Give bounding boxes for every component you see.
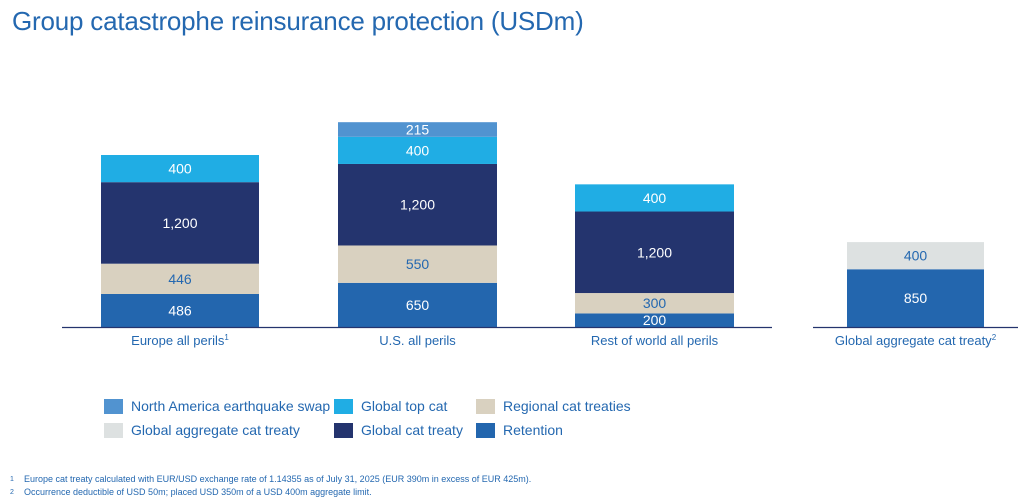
bar-segment (338, 136, 497, 164)
legend-label: Global cat treaty (361, 422, 463, 438)
footnotes: 1 Europe cat treaty calculated with EUR/U… (10, 473, 531, 499)
footnote-number: 2 (10, 489, 14, 496)
legend-item: Global top cat (334, 397, 476, 415)
footnote: 2 Occurrence deductible of USD 50m; place… (10, 486, 531, 499)
footnote-text: Occurrence deductible of USD 50m; placed… (24, 487, 372, 497)
bar-segment (101, 182, 259, 264)
bar-segment (338, 163, 497, 246)
data-label: 850 (904, 290, 928, 306)
bar-segment (847, 269, 984, 327)
category-label: U.S. all perils (379, 333, 456, 348)
data-label: 650 (406, 297, 430, 313)
legend-item: North America earthquake swap (104, 397, 334, 415)
legend-swatch (334, 398, 353, 414)
legend-label: Global top cat (361, 398, 448, 414)
legend-label: Global aggregate cat treaty (131, 422, 300, 438)
bar-segment (101, 293, 259, 327)
footnote-text: Europe cat treaty calculated with EUR/US… (24, 474, 532, 484)
bar-segment (575, 293, 734, 314)
data-label: 400 (406, 142, 430, 158)
legend-swatch (104, 422, 123, 438)
legend-item: Regional cat treaties (476, 397, 676, 415)
bar-segment (575, 313, 734, 327)
legend-item: Global cat treaty (334, 421, 476, 439)
data-label: 400 (643, 190, 667, 206)
category-label: Europe all perils1 (131, 333, 229, 348)
footnote-marker: 1 (224, 333, 229, 342)
data-label: 200 (643, 312, 667, 328)
data-label: 400 (168, 161, 192, 177)
category-label: Global aggregate cat treaty2 (835, 333, 997, 348)
bar-segment (575, 184, 734, 212)
data-label: 486 (168, 302, 192, 318)
bar-segment (101, 263, 259, 294)
bar-segment (575, 211, 734, 294)
legend-swatch (476, 422, 495, 438)
footnote: 1 Europe cat treaty calculated with EUR/U… (10, 473, 531, 486)
bar-segment (338, 245, 497, 283)
legend-label: Regional cat treaties (503, 398, 631, 414)
legend-swatch (104, 398, 123, 414)
legend-item: Retention (476, 421, 676, 439)
stacked-bar-chart: 486 446 1,200 400 Europe all perils1 650 550 1,… (62, 121, 1018, 348)
bar-segment (101, 155, 259, 183)
chart-title: Group catastrophe reinsurance protection… (12, 6, 584, 36)
data-label: 1,200 (162, 215, 197, 231)
legend-swatch (334, 422, 353, 438)
data-label: 550 (406, 256, 430, 272)
legend-item: Global aggregate cat treaty (104, 421, 334, 439)
data-label: 446 (168, 271, 192, 287)
bar-segment (847, 242, 984, 270)
legend-label: North America earthquake swap (131, 398, 331, 414)
legend-swatch (476, 398, 495, 414)
data-label: 215 (406, 121, 430, 137)
data-label: 300 (643, 295, 667, 311)
footnote-marker: 2 (992, 333, 997, 342)
footnote-number: 1 (10, 476, 14, 483)
legend: North America earthquake swap Global top… (104, 397, 676, 439)
data-label: 1,200 (637, 244, 672, 260)
data-label: 1,200 (400, 197, 435, 213)
legend-label: Retention (503, 422, 563, 438)
data-label: 400 (904, 248, 928, 264)
bar-segment (338, 122, 497, 137)
category-label: Rest of world all perils (591, 333, 719, 348)
bar-segment (338, 282, 497, 327)
